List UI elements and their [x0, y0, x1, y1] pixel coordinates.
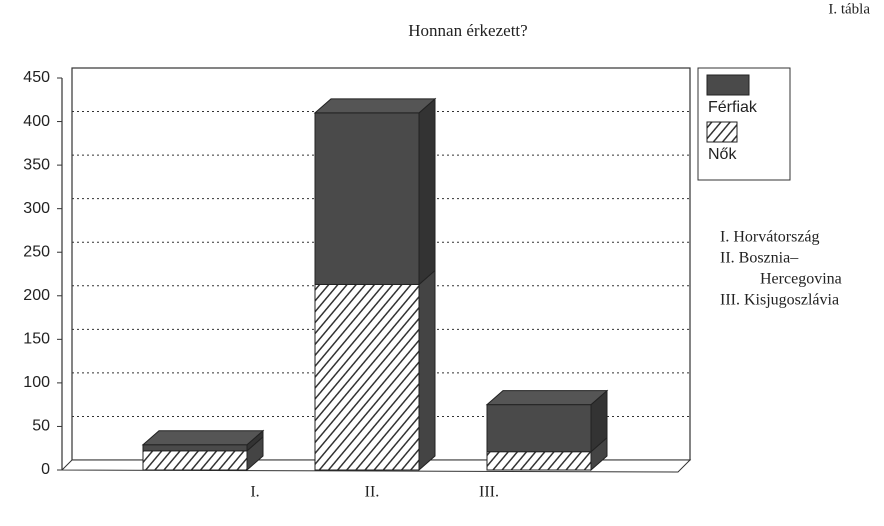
- y-tick-label: 400: [23, 113, 50, 130]
- corner-label: I. tábla: [828, 1, 870, 17]
- bar: [486, 451, 592, 471]
- legend-swatch: [706, 74, 750, 96]
- bar-top: [141, 430, 265, 446]
- bar: [314, 112, 420, 285]
- legend-swatch: [706, 121, 738, 143]
- note-line: III. Kisjugoszlávia: [720, 292, 839, 309]
- note-line: Hercegovina: [760, 271, 842, 288]
- bar: [142, 444, 248, 452]
- legend-label: Férfiak: [708, 99, 758, 116]
- y-tick-label: 300: [23, 200, 50, 217]
- bar: [314, 283, 420, 471]
- y-tick-label: 150: [23, 331, 50, 348]
- legend-label: Nők: [708, 146, 737, 163]
- y-tick-label: 350: [23, 156, 50, 173]
- y-tick-label: 50: [32, 418, 50, 435]
- bar-side: [418, 269, 436, 472]
- bar-top: [485, 390, 609, 406]
- note-line: II. Bosznia–: [720, 250, 799, 267]
- x-tick-label: II.: [365, 484, 380, 501]
- y-tick-label: 450: [23, 69, 50, 86]
- y-tick-label: 200: [23, 287, 50, 304]
- note-line: I. Horvátország: [720, 229, 820, 246]
- y-tick-label: 100: [23, 374, 50, 391]
- y-tick-label: 250: [23, 243, 50, 260]
- x-tick-label: III.: [479, 484, 499, 501]
- bar-side: [418, 97, 436, 286]
- bar: [486, 404, 592, 453]
- y-tick-label: 0: [41, 461, 50, 478]
- bar-top: [313, 98, 437, 114]
- chart-title: Honnan érkezett?: [408, 21, 527, 40]
- x-tick-label: I.: [250, 484, 259, 501]
- bar: [142, 450, 248, 471]
